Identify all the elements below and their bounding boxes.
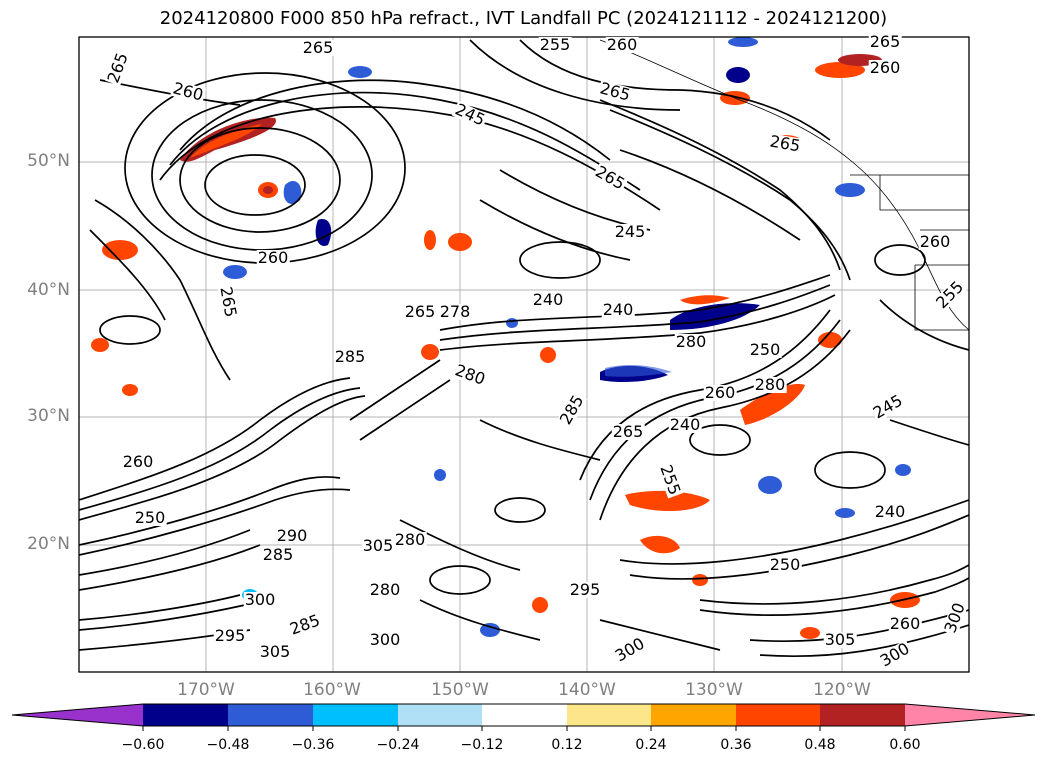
contour-lines (79, 39, 969, 658)
contour-value-label: 260 (888, 614, 922, 633)
lat-label-30n: 30°N (27, 406, 70, 426)
lat-label-20n: 20°N (27, 534, 70, 554)
map-background (79, 37, 969, 672)
contour-value-label: 250 (133, 508, 167, 527)
colorbar-tick: −0.24 (376, 737, 420, 753)
colorbar-swatch (736, 704, 820, 726)
colorbar-tick: 0.60 (889, 737, 921, 753)
contour-value-label: 280 (393, 530, 427, 549)
contour-value-label: 278 (438, 302, 472, 321)
colorbar-extend-high (905, 704, 1035, 726)
contour-value-label: 250 (748, 340, 782, 359)
contour-value-label: 260 (121, 452, 155, 471)
contour-value-label: 260 (605, 35, 639, 54)
contour-value-label: 305 (823, 630, 857, 649)
lat-label-50n: 50°N (27, 151, 70, 171)
graticule (79, 37, 969, 672)
colorbar-extend-low (12, 704, 143, 726)
colorbar (11, 703, 1036, 731)
contour-value-label: 295 (568, 580, 602, 599)
colorbar-tick: −0.60 (121, 737, 165, 753)
contour-value-label: 265 (216, 284, 241, 320)
contour-value-label: 265 (868, 32, 902, 51)
lon-label-160w: 160°W (303, 680, 361, 700)
colorbar-tick: 0.24 (635, 737, 667, 753)
map-frame (78, 36, 970, 673)
contour-value-label: 285 (261, 545, 295, 564)
lon-label-130w: 130°W (685, 680, 743, 700)
contour-value-label: 255 (538, 35, 572, 54)
map-title: 2024120800 F000 850 hPa refract., IVT La… (159, 8, 888, 29)
contour-value-label: 265 (403, 302, 437, 321)
contour-value-label: 240 (873, 502, 907, 521)
contour-value-label: 260 (703, 383, 737, 402)
filled-anomalies (91, 37, 920, 639)
contour-value-label: 250 (768, 555, 802, 574)
colorbar-tick: −0.48 (206, 737, 250, 753)
lat-label-40n: 40°N (27, 280, 70, 300)
lon-label-150w: 150°W (431, 680, 489, 700)
contour-value-label: 285 (333, 347, 367, 366)
colorbar-tick: −0.12 (460, 737, 504, 753)
contour-value-label: 240 (531, 290, 565, 309)
contour-value-label: 280 (674, 332, 708, 351)
colorbar-swatch (313, 704, 398, 726)
contour-value-label: 265 (611, 422, 645, 441)
contour-value-label: 280 (753, 375, 787, 394)
colorbar-swatch (228, 704, 313, 726)
contour-value-label: 300 (243, 590, 277, 609)
contour-value-label: 240 (601, 300, 635, 319)
contour-value-label: 280 (368, 580, 402, 599)
colorbar-swatch (143, 704, 228, 726)
contour-value-label: 260 (256, 248, 290, 267)
contour-value-label: 295 (213, 626, 247, 645)
colorbar-swatch (820, 704, 905, 726)
colorbar-tick: 0.36 (720, 737, 752, 753)
contour-value-label: 305 (258, 642, 292, 661)
coastlines (599, 39, 969, 331)
contour-value-label: 305 (361, 536, 395, 555)
contour-value-label: 265 (301, 38, 335, 57)
lon-label-170w: 170°W (177, 680, 235, 700)
lon-label-120w: 120°W (813, 680, 871, 700)
contour-value-label: 260 (868, 58, 902, 77)
colorbar-swatch (567, 704, 651, 726)
lon-label-140w: 140°W (558, 680, 616, 700)
contour-value-label: 290 (275, 526, 309, 545)
colorbar-swatch (482, 704, 567, 726)
colorbar-tick: 0.48 (804, 737, 836, 753)
colorbar-swatch (398, 704, 482, 726)
colorbar-tick: 0.12 (551, 737, 583, 753)
contour-value-label: 260 (918, 232, 952, 251)
contour-value-label: 240 (668, 415, 702, 434)
colorbar-swatch (651, 704, 736, 726)
colorbar-tick: −0.36 (291, 737, 335, 753)
map-layers (79, 37, 969, 672)
contour-value-label: 245 (613, 222, 647, 241)
contour-value-label: 300 (368, 630, 402, 649)
